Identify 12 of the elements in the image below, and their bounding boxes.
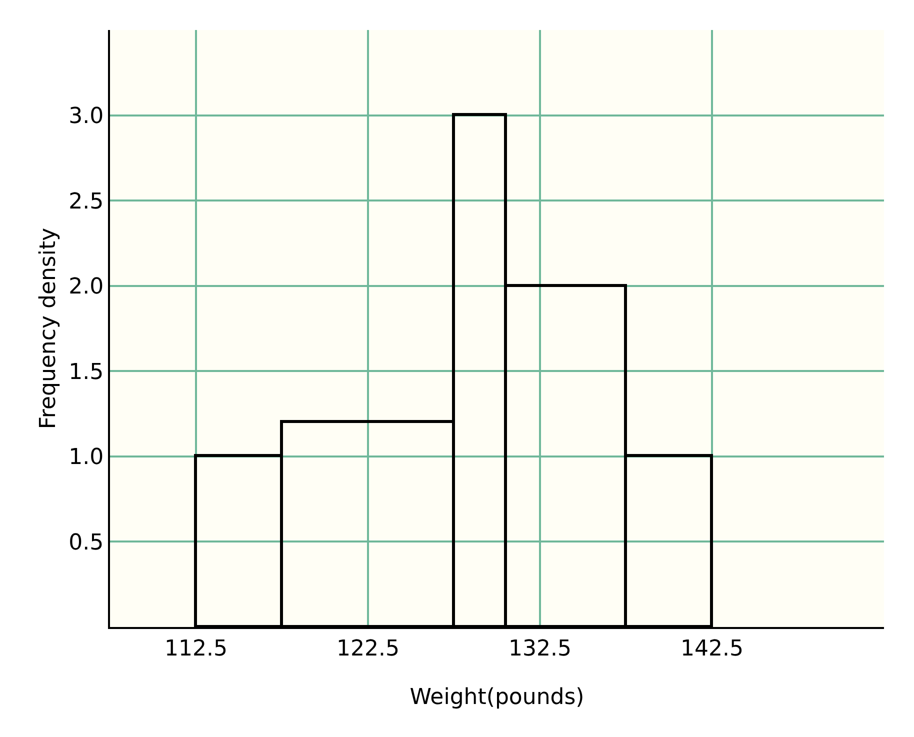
- y-axis-title: Frequency density: [36, 228, 61, 430]
- x-tick-label: 112.5: [164, 636, 228, 662]
- x-tick-label: 132.5: [508, 636, 572, 662]
- y-tick-label: 2.5: [68, 189, 104, 214]
- x-axis-title: Weight(pounds): [410, 685, 584, 710]
- y-tick-label: 3.0: [68, 104, 104, 129]
- x-tick-label: 142.5: [680, 636, 744, 662]
- y-tick-label: 0.5: [68, 530, 104, 556]
- y-tick-label: 1.5: [68, 360, 104, 385]
- y-tick-label: 1.0: [68, 445, 104, 470]
- y-tick-label: 2.0: [68, 274, 104, 300]
- x-tick-label: 122.5: [336, 636, 400, 662]
